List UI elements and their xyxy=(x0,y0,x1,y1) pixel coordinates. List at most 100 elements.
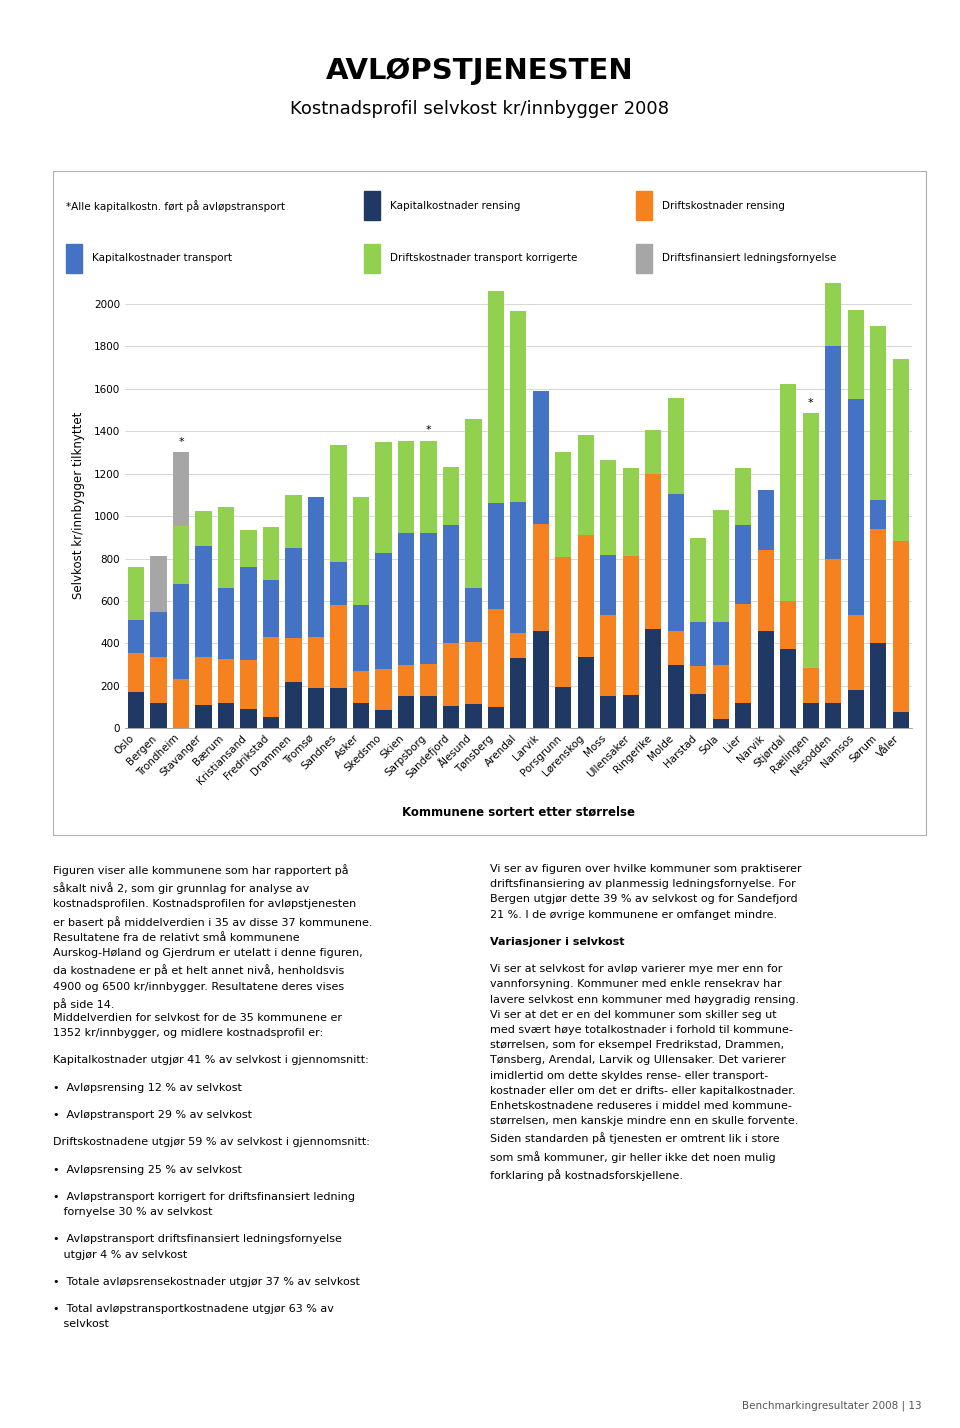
Bar xyxy=(66,244,82,273)
Bar xyxy=(128,653,144,693)
Bar xyxy=(712,664,729,718)
Bar xyxy=(712,510,729,623)
Bar xyxy=(870,528,886,644)
Bar xyxy=(330,561,347,605)
Text: •  Avløpstransport korrigert for driftsfinansiert ledning
   fornyelse 30 % av s: • Avløpstransport korrigert for driftsfi… xyxy=(53,1192,355,1217)
Bar xyxy=(826,703,841,728)
Bar xyxy=(364,244,380,273)
Bar xyxy=(690,538,707,623)
Text: *Alle kapitalkostn. ført på avløpstransport: *Alle kapitalkostn. ført på avløpstransp… xyxy=(66,200,285,211)
Bar xyxy=(712,623,729,664)
Bar xyxy=(128,693,144,728)
Bar xyxy=(893,541,909,713)
Bar xyxy=(735,468,752,524)
Text: Vi ser at selvkost for avløp varierer mye mer enn for
vannforsyning. Kommuner me: Vi ser at selvkost for avløp varierer my… xyxy=(490,964,799,1181)
Bar xyxy=(353,671,369,703)
Bar xyxy=(826,0,841,347)
Bar xyxy=(285,638,301,681)
Bar xyxy=(240,567,256,660)
Bar xyxy=(668,664,684,728)
Bar xyxy=(848,615,864,690)
Bar xyxy=(443,644,459,705)
Bar xyxy=(578,536,594,657)
Bar xyxy=(443,705,459,728)
Bar xyxy=(623,695,639,728)
Text: •  Avløpsrensing 12 % av selvkost: • Avløpsrensing 12 % av selvkost xyxy=(53,1082,242,1092)
Text: AVLØPSTJENESTEN: AVLØPSTJENESTEN xyxy=(326,57,634,86)
Bar xyxy=(218,703,234,728)
Bar xyxy=(173,680,189,728)
Bar xyxy=(151,657,167,703)
Bar xyxy=(353,703,369,728)
Bar xyxy=(285,681,301,728)
Bar xyxy=(735,703,752,728)
Bar xyxy=(511,311,526,503)
Bar xyxy=(263,717,279,728)
Bar xyxy=(218,588,234,660)
Bar xyxy=(420,697,437,728)
Text: Driftskostnader transport korrigerte: Driftskostnader transport korrigerte xyxy=(390,253,578,263)
Bar xyxy=(466,704,482,728)
Text: Kostnadsprofil selvkost kr/innbygger 2008: Kostnadsprofil selvkost kr/innbygger 200… xyxy=(291,100,669,119)
Bar xyxy=(780,648,797,728)
Bar xyxy=(636,244,652,273)
Bar xyxy=(196,545,211,657)
Bar xyxy=(511,658,526,728)
Bar xyxy=(397,697,414,728)
Bar xyxy=(848,310,864,400)
Bar xyxy=(466,418,482,588)
Bar xyxy=(196,657,211,705)
Bar xyxy=(196,511,211,545)
Bar xyxy=(623,557,639,695)
Bar xyxy=(420,441,437,533)
Text: *: * xyxy=(808,398,814,408)
Bar xyxy=(263,580,279,637)
Bar xyxy=(330,605,347,688)
Text: *: * xyxy=(179,437,184,447)
Bar xyxy=(645,628,661,728)
Bar xyxy=(780,384,797,601)
Text: Benchmarkingresultater 2008 | 13: Benchmarkingresultater 2008 | 13 xyxy=(742,1401,922,1411)
Bar xyxy=(803,668,819,703)
Bar xyxy=(364,191,380,220)
Bar xyxy=(196,705,211,728)
Text: Kapitalkostnader utgjør 41 % av selvkost i gjennomsnitt:: Kapitalkostnader utgjør 41 % av selvkost… xyxy=(53,1055,369,1065)
Bar xyxy=(533,391,549,524)
Bar xyxy=(443,524,459,644)
Bar xyxy=(375,441,392,553)
Bar xyxy=(375,553,392,668)
Bar xyxy=(757,490,774,550)
Bar xyxy=(240,710,256,728)
Bar xyxy=(600,555,616,615)
Bar xyxy=(690,623,707,665)
Bar xyxy=(488,610,504,707)
Bar xyxy=(848,690,864,728)
Bar xyxy=(330,446,347,561)
Bar xyxy=(397,533,414,664)
Bar xyxy=(555,557,571,687)
Bar xyxy=(375,668,392,710)
Bar xyxy=(668,398,684,494)
Bar xyxy=(645,430,661,474)
Bar xyxy=(466,643,482,704)
Bar xyxy=(420,533,437,664)
Bar xyxy=(263,637,279,717)
Bar xyxy=(240,530,256,567)
Bar xyxy=(151,611,167,657)
Text: Kapitalkostnader transport: Kapitalkostnader transport xyxy=(92,253,232,263)
Text: Kapitalkostnader rensing: Kapitalkostnader rensing xyxy=(390,201,520,211)
Bar xyxy=(420,664,437,697)
Bar xyxy=(848,400,864,615)
Bar xyxy=(893,358,909,541)
Bar xyxy=(757,550,774,631)
Text: Middelverdien for selvkost for de 35 kommunene er
1352 kr/innbygger, og midlere : Middelverdien for selvkost for de 35 kom… xyxy=(53,1012,342,1038)
Bar xyxy=(151,703,167,728)
Bar xyxy=(555,687,571,728)
Bar xyxy=(600,460,616,555)
Bar xyxy=(218,660,234,703)
Text: •  Avløpsrensing 25 % av selvkost: • Avløpsrensing 25 % av selvkost xyxy=(53,1164,242,1174)
Y-axis label: Selvkost kr/innbygger tilknyttet: Selvkost kr/innbygger tilknyttet xyxy=(72,411,85,600)
Bar xyxy=(488,707,504,728)
Text: •  Total avløpstransportkostnadene utgjør 63 % av
   selvkost: • Total avløpstransportkostnadene utgjør… xyxy=(53,1304,334,1329)
Bar xyxy=(668,631,684,664)
